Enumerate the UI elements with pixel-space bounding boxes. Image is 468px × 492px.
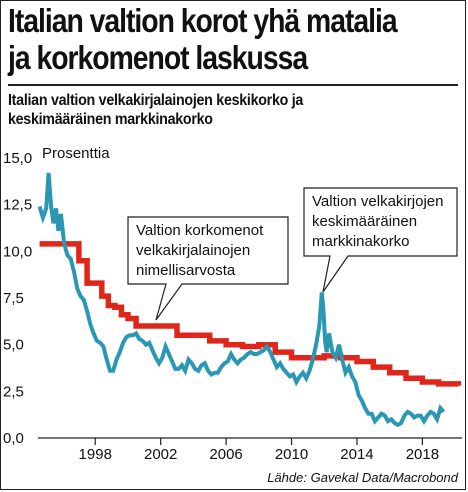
annotation-nominal-cost-line-3: nimellisarvosta xyxy=(136,262,236,279)
y-tick-label: 10,0 xyxy=(3,243,32,260)
series-group xyxy=(37,172,462,428)
annotation-nominal-cost-line-1: Valtion korkomenot xyxy=(136,222,264,239)
title-rule xyxy=(8,84,458,86)
title-line-2: ja korkomenot laskussa xyxy=(8,39,308,76)
title-line-1: Italian valtion korot yhä matalia xyxy=(8,2,398,39)
annotation-market-rate-line-3: markkinakorko xyxy=(312,233,410,250)
annotation-nominal-cost: Valtion korkomenot velkakirjalainojen ni… xyxy=(127,216,289,321)
subtitle-line-1: Italian valtion velkakirjalainojen keski… xyxy=(8,92,304,109)
x-tick-label: 2002 xyxy=(144,446,177,463)
annotation-nominal-cost-box xyxy=(127,216,289,321)
y-tick-label: 7,5 xyxy=(3,290,24,307)
x-axis-ticks: 1998 2002 2006 2010 2014 2018 xyxy=(79,438,439,463)
y-axis-ticks: 0,0 2,5 5,0 7,5 10,0 12,5 15,0 xyxy=(3,150,32,447)
y-tick-label: 15,0 xyxy=(3,150,32,167)
x-tick-label: 2018 xyxy=(406,446,439,463)
series-nominal-cost-line xyxy=(39,241,462,387)
x-tick-label: 1998 xyxy=(79,446,112,463)
annotation-nominal-cost-line-2: velkakirjalainojen xyxy=(136,242,250,259)
x-tick-label: 2014 xyxy=(340,446,373,463)
source-note: Lähde: Gavekal Data/Macrobond xyxy=(267,470,459,485)
series-market-rate-line xyxy=(37,172,446,428)
x-tick-label: 2010 xyxy=(275,446,308,463)
y-tick-label: 5,0 xyxy=(3,337,24,354)
annotation-market-rate-line-2: keskimääräinen xyxy=(312,213,417,230)
subtitle-line-2: keskimääräinen markkinakorko xyxy=(8,111,213,128)
y-tick-label: 2,5 xyxy=(3,383,24,400)
y-tick-label: 0,0 xyxy=(3,430,24,447)
chart-subtitle: Italian valtion velkakirjalainojen keski… xyxy=(8,91,431,129)
annotation-market-rate-box xyxy=(303,187,458,293)
chart-title: Italian valtion korot yhä matalia ja kor… xyxy=(8,2,398,76)
annotations-group: Valtion korkomenot velkakirjalainojen ni… xyxy=(127,187,458,321)
y-tick-label: 12,5 xyxy=(3,197,32,214)
x-tick-label: 2006 xyxy=(209,446,242,463)
annotation-market-rate-line-1: Valtion velkakirjojen xyxy=(312,193,443,210)
y-axis-unit-label: Prosenttia xyxy=(42,145,110,162)
annotation-market-rate: Valtion velkakirjojen keskimääräinen mar… xyxy=(303,187,458,293)
